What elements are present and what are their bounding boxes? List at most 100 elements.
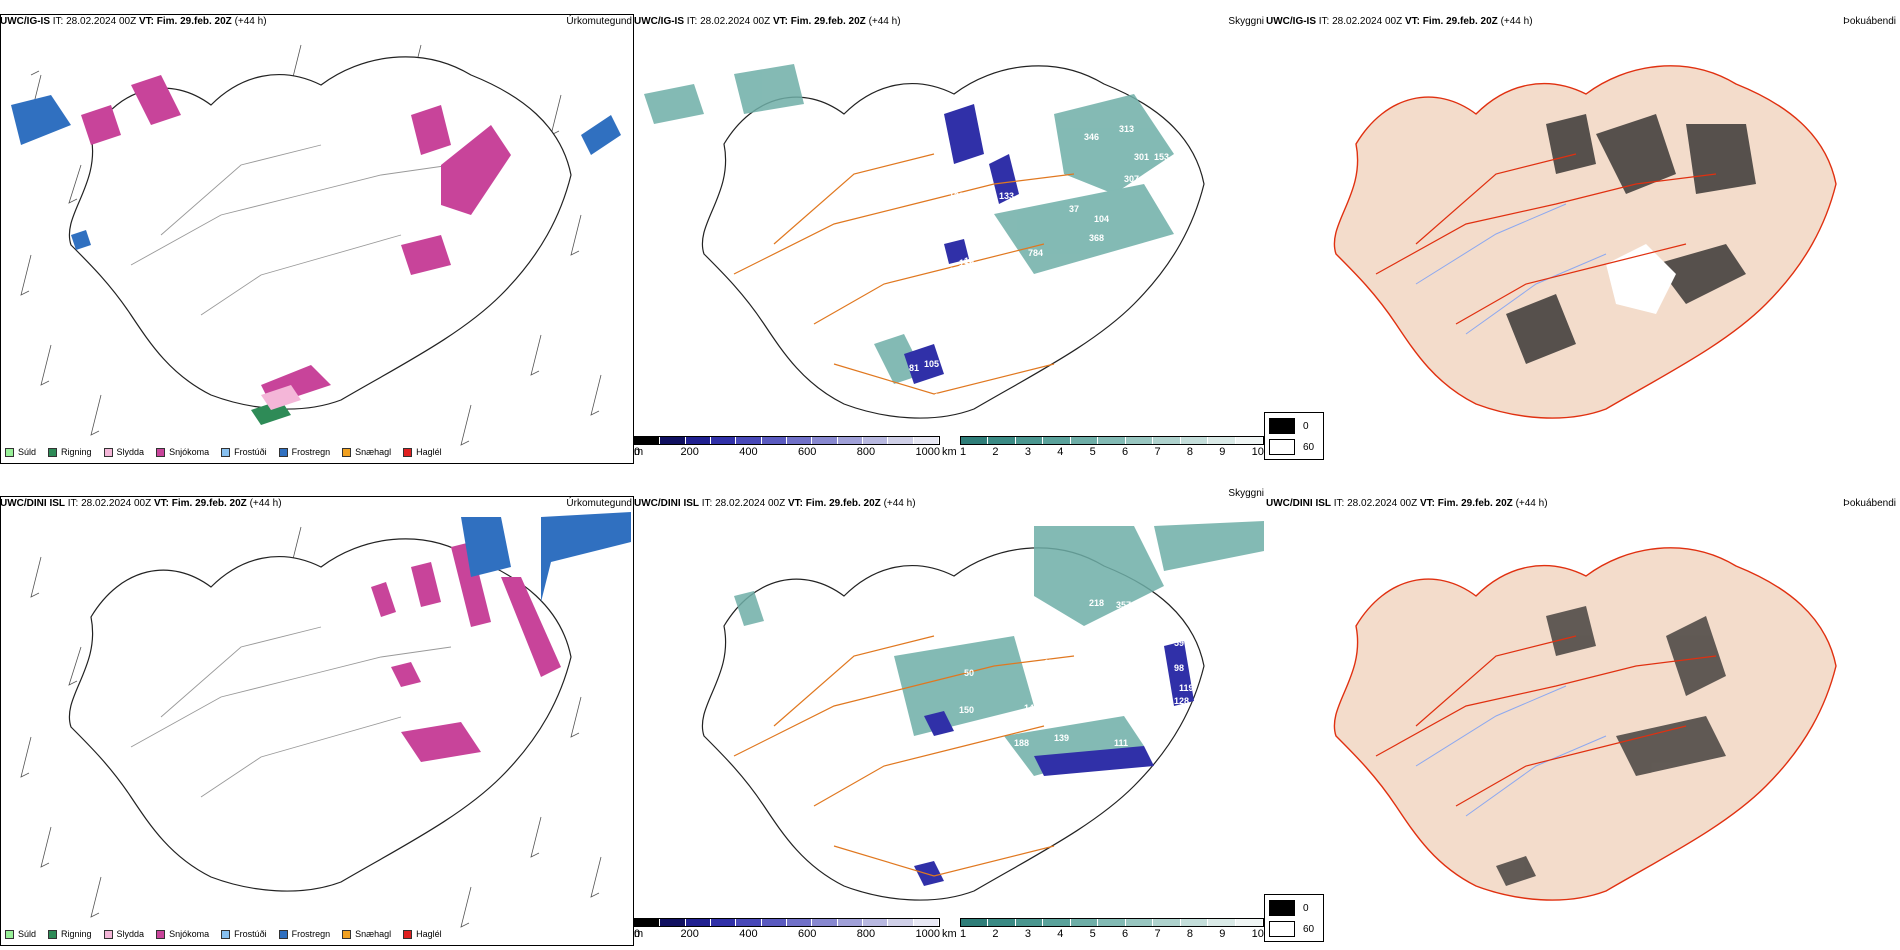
svg-text:98: 98 [1174, 663, 1184, 673]
legend-item: Snæhagl [342, 929, 391, 939]
panel-category: Úrkomutegund [566, 16, 632, 27]
visibility-colorbar: 1 2 3 4 5 6 7 8 9 10 [960, 918, 1264, 940]
roads-red [1375, 153, 1717, 325]
freezing-rain-patches [11, 95, 621, 250]
svg-text:119: 119 [1179, 683, 1194, 693]
visibility-panel-top: UWC/IG-IS IT: 28.02.2024 00Z VT: Fim. 29… [634, 14, 1266, 464]
snow-patches [81, 75, 511, 405]
panel-header: UWC/DINI ISL IT: 28.02.2024 00Z VT: Fim.… [0, 496, 634, 512]
iceland-land [1333, 547, 1837, 901]
svg-text:150: 150 [959, 705, 974, 715]
svg-text:301: 301 [1134, 152, 1149, 162]
visibility-colorbar: 1 2 3 4 5 6 7 8 9 10 [960, 436, 1264, 458]
cloudbase-colorbar: 0 200 400 600 800 1000 [634, 918, 940, 940]
legend-item: Snæhagl [342, 447, 391, 457]
svg-text:188: 188 [1014, 738, 1029, 748]
roads-grey [130, 626, 452, 798]
low-cloud-patches [914, 641, 1194, 886]
sleet-patch [261, 385, 301, 410]
visibility-map: 259 346 313 153 301 307 261 132 138 133 … [644, 64, 1205, 419]
legend-item: Súld [5, 447, 36, 457]
svg-text:14: 14 [1024, 703, 1034, 713]
fog-map [1333, 547, 1837, 901]
svg-text:179: 179 [959, 258, 974, 268]
panel-category: Þokuábendi [1843, 16, 1896, 27]
svg-text:139: 139 [1054, 733, 1069, 743]
svg-text:259: 259 [734, 130, 749, 140]
cloud-base-labels: 218 357 52 59 98 176 50 182 150 14 13 18… [894, 598, 1194, 748]
precip-panel-top: UWC/IG-IS IT: 28.02.2024 00Z VT: Fim. 29… [0, 14, 634, 464]
roads-grey [130, 144, 452, 316]
svg-text:357: 357 [1116, 600, 1131, 610]
fog-panel-top: UWC/IG-IS IT: 28.02.2024 00Z VT: Fim. 29… [1264, 14, 1898, 464]
svg-text:313: 313 [1119, 124, 1134, 134]
panel-header: UWC/IG-IS IT: 28.02.2024 00Z VT: Fim. 29… [1266, 14, 1898, 30]
svg-text:105: 105 [924, 359, 939, 369]
svg-text:50: 50 [964, 668, 974, 678]
panel-header: UWC/IG-IS IT: 28.02.2024 00Z VT: Fim. 29… [634, 14, 1266, 30]
panel-category: Skyggni [1228, 16, 1264, 27]
svg-text:261: 261 [1159, 181, 1174, 191]
svg-text:368: 368 [1089, 233, 1104, 243]
cloudbase-colorbar: 0 200 400 600 800 1000 [634, 436, 940, 458]
fog-shading [1506, 114, 1756, 364]
panel-header: UWC/IG-IS IT: 28.02.2024 00Z VT: Fim. 29… [0, 14, 634, 30]
fog-panel-bottom: UWC/DINI ISL IT: 28.02.2024 00Z VT: Fim.… [1264, 496, 1898, 946]
precip-map: Súld Rigning Slydda Snjókoma Frostúði Fr… [0, 14, 634, 464]
roads-red [1375, 635, 1717, 807]
wind-barbs [20, 526, 602, 928]
svg-text:203: 203 [1059, 276, 1074, 286]
cloudbase-unit: m [634, 446, 644, 458]
svg-text:133: 133 [999, 191, 1014, 201]
cloud-base-labels: 259 346 313 153 301 307 261 132 138 133 … [734, 124, 1174, 412]
iceland-map [20, 512, 631, 928]
svg-text:81: 81 [909, 363, 919, 373]
svg-text:307: 307 [1124, 174, 1139, 184]
svg-text:59: 59 [1174, 638, 1184, 648]
svg-text:37: 37 [1109, 258, 1119, 268]
precip-map: Súld Rigning Slydda Snjókoma Frostúði Fr… [0, 496, 634, 946]
legend-item: Súld [5, 929, 36, 939]
svg-text:129: 129 [949, 266, 964, 276]
svg-text:52: 52 [1129, 638, 1139, 648]
legend-item: Frostregn [278, 929, 330, 939]
rivers [1415, 203, 1607, 335]
svg-text:152: 152 [914, 402, 929, 412]
visibility-panel-bottom: UWC/DINI ISL IT: 28.02.2024 00Z VT: Fim.… [634, 488, 1266, 946]
iceland-coastline [68, 538, 572, 892]
panel-category: Þokuábendi [1843, 498, 1896, 509]
svg-text:78: 78 [1049, 184, 1059, 194]
svg-text:138: 138 [949, 191, 964, 201]
iceland-map [11, 44, 621, 446]
panel-category: Úrkomutegund [566, 498, 632, 509]
cloudbase-unit: m [634, 928, 644, 940]
svg-text:182: 182 [894, 713, 909, 723]
svg-text:132: 132 [974, 176, 989, 186]
visibility-map: 218 357 52 59 98 176 50 182 150 14 13 18… [701, 521, 1264, 901]
svg-text:13: 13 [994, 726, 1004, 736]
panel-header: UWC/DINI ISL IT: 28.02.2024 00Z VT: Fim.… [634, 488, 1264, 509]
panel-category: Skyggni [1228, 488, 1264, 499]
rivers [1415, 685, 1607, 817]
svg-text:128: 128 [1174, 696, 1189, 706]
low-cloud-patches [904, 104, 1019, 384]
legend-item: Snjókoma [156, 929, 209, 939]
svg-text:784: 784 [1028, 248, 1043, 258]
legend-item: Frostúði [221, 447, 267, 457]
svg-text:103: 103 [1114, 276, 1129, 286]
visibility-patches [644, 64, 1174, 384]
svg-text:218: 218 [1089, 598, 1104, 608]
fog-map [1333, 65, 1837, 419]
legend-item: Haglél [403, 929, 442, 939]
visibility-unit: km [942, 928, 957, 940]
legend-item: Slydda [103, 447, 144, 457]
fog-key: 0 60 [1264, 894, 1324, 942]
svg-text:153: 153 [1154, 152, 1169, 162]
legend-item: Slydda [103, 929, 144, 939]
legend-item: Frostregn [278, 447, 330, 457]
precip-legend: Súld Rigning Slydda Snjókoma Frostúði Fr… [5, 447, 442, 457]
svg-text:104: 104 [1094, 214, 1109, 224]
precip-legend: Súld Rigning Slydda Snjókoma Frostúði Fr… [5, 929, 442, 939]
svg-text:37: 37 [1069, 204, 1079, 214]
legend-item: Rigning [48, 447, 92, 457]
